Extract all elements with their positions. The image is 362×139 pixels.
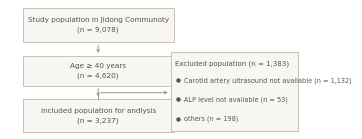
- Text: Included population for andlysis
(n = 3,237): Included population for andlysis (n = 3,…: [41, 108, 156, 124]
- Text: Age ≥ 40 years
(n = 4,620): Age ≥ 40 years (n = 4,620): [70, 63, 126, 79]
- Text: Study population in Jidong Communoty
(n = 9,078): Study population in Jidong Communoty (n …: [28, 18, 169, 33]
- FancyBboxPatch shape: [22, 100, 174, 132]
- Text: others (n = 198): others (n = 198): [184, 115, 239, 122]
- Text: ALP level not available (n = 53): ALP level not available (n = 53): [184, 96, 288, 103]
- Text: Excluded population (n = 1,383): Excluded population (n = 1,383): [175, 61, 289, 67]
- FancyBboxPatch shape: [22, 8, 174, 42]
- FancyBboxPatch shape: [171, 52, 298, 131]
- Text: Carotid artery ultrasound not available (n = 1,132): Carotid artery ultrasound not available …: [184, 77, 352, 84]
- FancyBboxPatch shape: [22, 56, 174, 86]
